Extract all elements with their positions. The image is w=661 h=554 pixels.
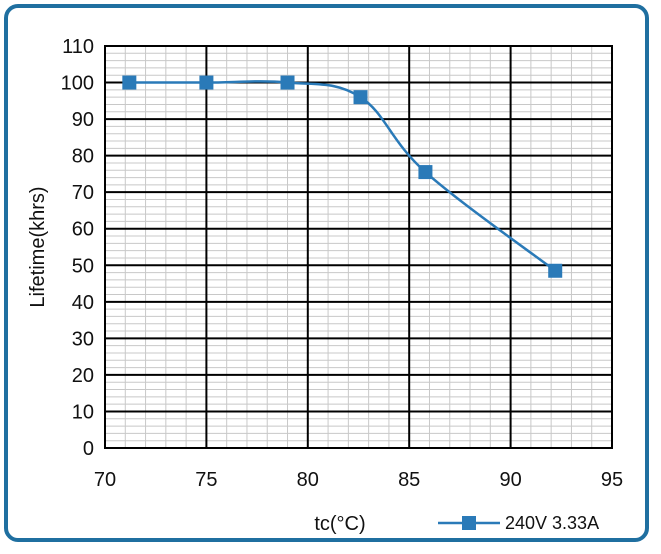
y-tick-label: 70 (72, 182, 94, 204)
x-tick-labels: 70 75 80 85 90 95 (94, 469, 623, 491)
major-grid (104, 45, 613, 449)
y-tick-labels: 0 10 20 30 40 50 60 70 80 90 100 110 (61, 36, 94, 460)
y-tick-label: 100 (61, 73, 94, 95)
minor-grid (104, 45, 613, 449)
series-layer (122, 75, 563, 278)
y-tick-label: 60 (72, 219, 94, 241)
x-tick-label: 80 (297, 469, 319, 491)
y-tick-label: 10 (72, 401, 94, 423)
y-tick-label: 0 (83, 438, 94, 460)
x-tick-label: 90 (499, 469, 521, 491)
y-tick-label: 20 (72, 365, 94, 387)
data-point-marker (280, 75, 295, 90)
x-tick-label: 85 (398, 469, 420, 491)
x-axis-title: tc(°C) (314, 513, 365, 535)
y-tick-label: 110 (62, 36, 94, 58)
series-line (129, 80, 556, 272)
x-tick-label: 70 (94, 469, 116, 491)
y-axis-title: Lifetime(khrs) (27, 186, 49, 307)
y-tick-label: 30 (72, 328, 94, 350)
data-point-marker (122, 75, 137, 90)
y-tick-label: 40 (72, 292, 94, 314)
data-point-marker (353, 90, 368, 105)
x-tick-label: 75 (195, 469, 217, 491)
y-tick-label: 80 (72, 146, 94, 168)
data-point-marker (199, 75, 214, 90)
data-point-marker (548, 263, 563, 278)
y-tick-label: 50 (72, 255, 94, 277)
legend-marker (462, 516, 476, 530)
legend-label: 240V 3.33A (505, 513, 599, 533)
legend: 240V 3.33A (438, 513, 599, 533)
y-tick-label: 90 (72, 109, 94, 131)
data-point-marker (418, 165, 433, 180)
plot-area-border (104, 45, 613, 449)
x-tick-label: 95 (601, 469, 623, 491)
